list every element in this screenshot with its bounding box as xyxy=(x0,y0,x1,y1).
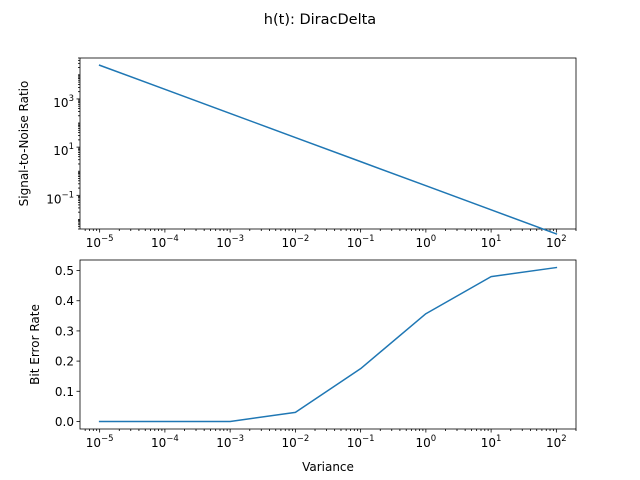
y-tick-label: 101 xyxy=(53,142,74,158)
y-tick-label: 0.3 xyxy=(55,324,74,338)
y-tick-label-base: 10 xyxy=(53,144,68,158)
x-tick-label-exponent: −3 xyxy=(232,234,245,244)
y-tick-label: 0.4 xyxy=(55,294,74,308)
x-tick-label-base: 10 xyxy=(481,436,496,450)
x-tick-label-exponent: −5 xyxy=(101,434,114,444)
x-tick-label: 102 xyxy=(546,234,567,250)
x-tick-label-exponent: −4 xyxy=(166,234,179,244)
x-tick-label-base: 10 xyxy=(481,236,496,250)
x-axis-label: Variance xyxy=(302,460,354,474)
x-tick-label-base: 10 xyxy=(86,236,101,250)
x-tick-label: 100 xyxy=(416,234,437,250)
x-tick-label-exponent: −5 xyxy=(101,234,114,244)
y-axis-label: Bit Error Rate xyxy=(28,304,42,385)
x-tick-label: 102 xyxy=(546,434,567,450)
y-tick-label-base: 10 xyxy=(46,192,61,206)
x-tick-label-exponent: 1 xyxy=(496,434,501,444)
x-tick-label-exponent: −2 xyxy=(297,234,310,244)
series-line xyxy=(98,64,558,235)
x-tick-label: 10−1 xyxy=(347,234,375,250)
x-tick-label-exponent: −1 xyxy=(362,434,375,444)
y-tick-label: 0.2 xyxy=(55,355,74,369)
x-tick-label-exponent: 0 xyxy=(431,434,436,444)
x-tick-label-base: 10 xyxy=(416,436,431,450)
x-tick-label-base: 10 xyxy=(216,436,231,450)
x-tick-label-base: 10 xyxy=(151,236,166,250)
x-tick-label-base: 10 xyxy=(151,436,166,450)
x-tick-label-base: 10 xyxy=(416,236,431,250)
axes-frame xyxy=(79,57,577,230)
y-tick-label: 10−1 xyxy=(46,190,74,206)
x-tick-label-base: 10 xyxy=(347,236,362,250)
x-tick-label: 10−5 xyxy=(86,434,114,450)
x-tick-label: 10−3 xyxy=(216,434,244,450)
x-tick-label: 100 xyxy=(416,434,437,450)
x-tick-label-exponent: 1 xyxy=(496,234,501,244)
subplot-1: 10−5 10−4 10−3 10−2 10−1 100 101 10210−1101103S… xyxy=(17,57,577,250)
x-tick-label-base: 10 xyxy=(281,436,296,450)
y-tick-label: 0.1 xyxy=(55,385,74,399)
x-tick-label: 10−2 xyxy=(281,234,309,250)
x-tick-label-exponent: 2 xyxy=(561,234,566,244)
x-tick-label: 101 xyxy=(481,434,502,450)
x-tick-label: 10−4 xyxy=(151,434,179,450)
x-tick-label-exponent: −1 xyxy=(362,234,375,244)
x-tick-label-base: 10 xyxy=(281,236,296,250)
y-tick-label-exponent: 3 xyxy=(69,94,74,104)
y-tick-label: 0.5 xyxy=(55,264,74,278)
x-tick-label: 10−1 xyxy=(347,434,375,450)
y-tick-label-exponent: 1 xyxy=(69,142,74,152)
x-tick-label-base: 10 xyxy=(216,236,231,250)
y-tick-label-base: 10 xyxy=(53,96,68,110)
y-tick-label: 0.0 xyxy=(55,415,74,429)
x-tick-label-exponent: −2 xyxy=(297,434,310,444)
x-tick-label-base: 10 xyxy=(546,436,561,450)
figure-suptitle: h(t): DiracDelta xyxy=(264,12,376,28)
x-tick-label-exponent: 2 xyxy=(561,434,566,444)
x-tick-label-base: 10 xyxy=(86,436,101,450)
y-tick-label: 103 xyxy=(53,94,74,110)
x-tick-label: 10−2 xyxy=(281,434,309,450)
x-tick-label: 10−5 xyxy=(86,234,114,250)
x-tick-label-exponent: 0 xyxy=(431,234,436,244)
x-tick-label: 101 xyxy=(481,234,502,250)
y-axis-label: Signal-to-Noise Ratio xyxy=(17,81,31,207)
x-tick-label-base: 10 xyxy=(546,236,561,250)
x-tick-label-exponent: −3 xyxy=(232,434,245,444)
axes-frame xyxy=(79,259,577,430)
series-line xyxy=(98,266,558,423)
x-tick-label: 10−4 xyxy=(151,234,179,250)
y-tick-label-exponent: −1 xyxy=(61,190,74,200)
x-tick-label-exponent: −4 xyxy=(166,434,179,444)
subplots: 10−5 10−4 10−3 10−2 10−1 100 101 10210−1101103S… xyxy=(17,57,577,474)
x-tick-label-base: 10 xyxy=(347,436,362,450)
x-tick-label: 10−3 xyxy=(216,234,244,250)
subplot-2: 10−5 10−4 10−3 10−2 10−1 100 101 1020.00.10.20.… xyxy=(28,259,577,474)
